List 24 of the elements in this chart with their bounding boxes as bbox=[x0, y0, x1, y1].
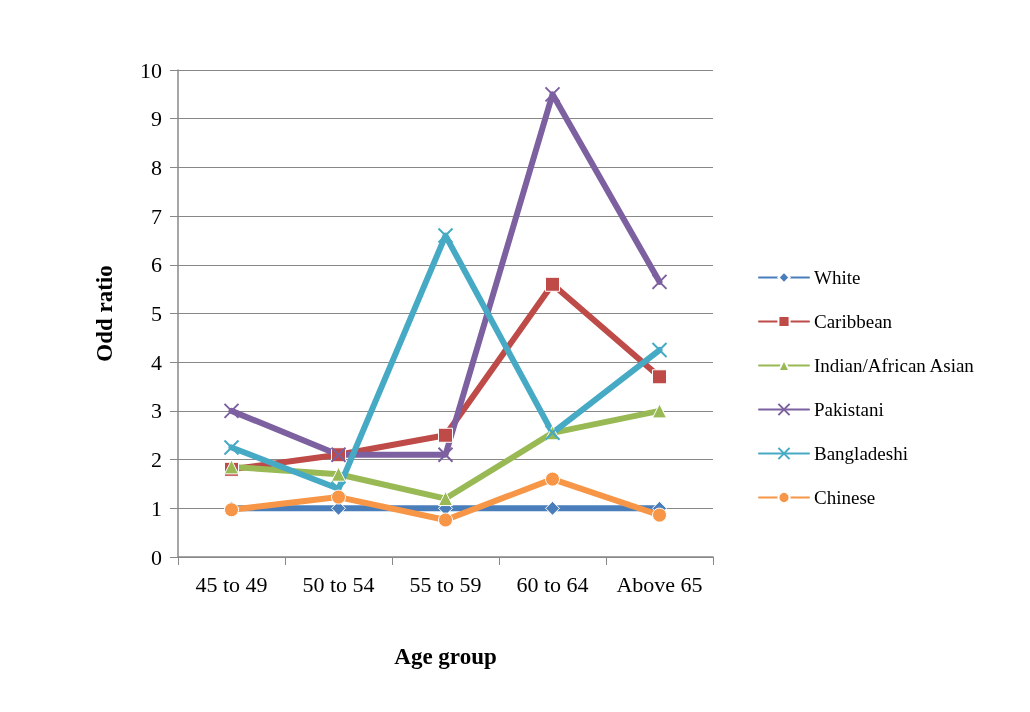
y-axis-title: Odd ratio bbox=[92, 265, 117, 362]
y-tick-label: 6 bbox=[151, 252, 162, 278]
legend-label: Caribbean bbox=[814, 311, 893, 332]
y-tick-label: 8 bbox=[151, 154, 162, 180]
legend-label: Chinese bbox=[814, 487, 876, 508]
y-tick-label: 1 bbox=[151, 495, 162, 521]
x-axis-title: Age group bbox=[394, 644, 497, 669]
x-tick-label: 45 to 49 bbox=[195, 571, 268, 597]
y-tick-label: 7 bbox=[151, 203, 162, 229]
legend-label: Pakistani bbox=[814, 399, 884, 420]
y-tick-label: 2 bbox=[151, 447, 162, 473]
x-tick-label: 50 to 54 bbox=[302, 571, 375, 597]
y-tick-label: 0 bbox=[151, 544, 162, 570]
y-tick-label: 10 bbox=[140, 57, 162, 83]
legend-label: Indian/African Asian bbox=[814, 355, 975, 376]
legend-label: White bbox=[814, 267, 861, 288]
y-tick-label: 4 bbox=[151, 349, 162, 375]
x-tick-label: Above 65 bbox=[616, 571, 703, 597]
legend-label: Bangladeshi bbox=[814, 443, 908, 464]
y-tick-label: 9 bbox=[151, 106, 162, 132]
y-tick-label: 5 bbox=[151, 301, 162, 326]
x-tick-label: 60 to 64 bbox=[516, 571, 589, 597]
y-tick-label: 3 bbox=[151, 398, 162, 424]
x-tick-label: 55 to 59 bbox=[409, 571, 482, 597]
